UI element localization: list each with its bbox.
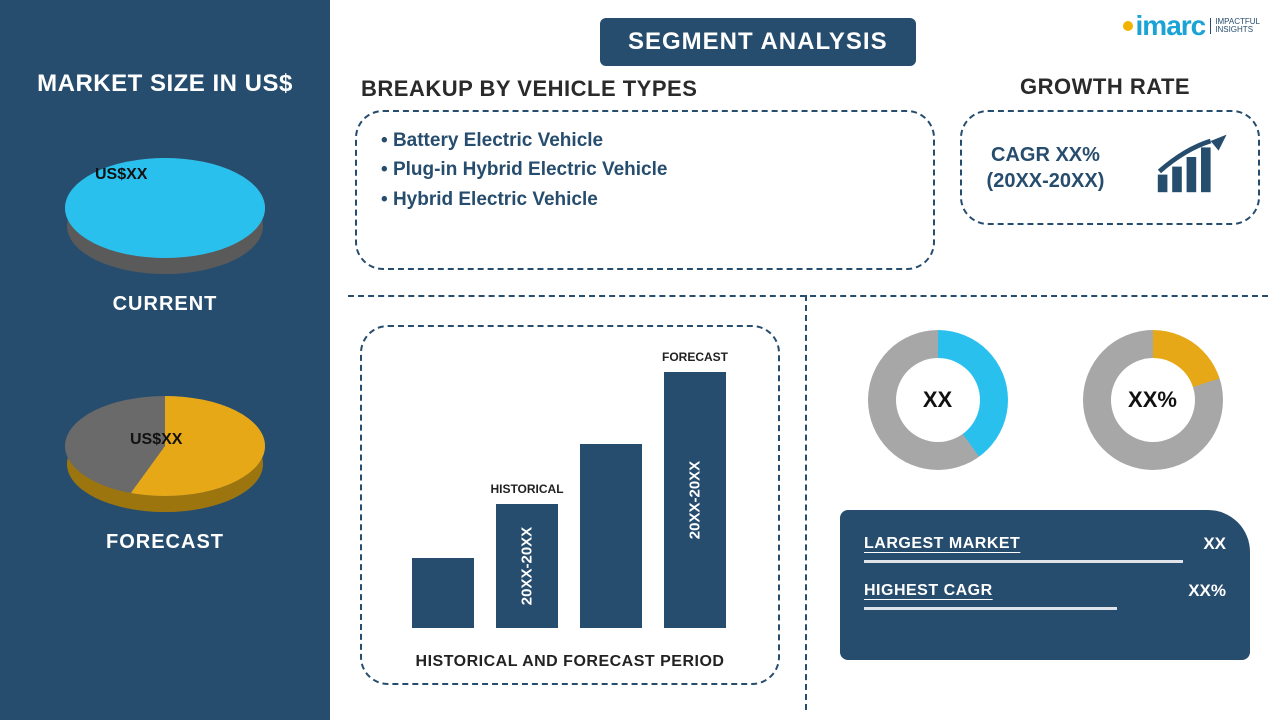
growth-text: CAGR XX% (20XX-20XX) <box>987 142 1105 194</box>
bars-area: HISTORICAL 20XX-20XX FORECAST 20XX-20XX <box>412 358 732 628</box>
donut-right-value: XX% <box>1111 358 1195 442</box>
breakup-list: Battery Electric Vehicle Plug-in Hybrid … <box>381 126 909 214</box>
divider-vertical <box>805 295 807 710</box>
donut-left: XX <box>868 330 1008 470</box>
growth-line1: CAGR XX% <box>991 144 1100 166</box>
donut-left-value: XX <box>896 358 980 442</box>
segment-analysis-title: SEGMENT ANALYSIS <box>600 18 916 66</box>
breakup-heading: BREAKUP BY VEHICLE TYPES <box>361 76 697 102</box>
bar-top-label: HISTORICAL <box>490 482 563 496</box>
growth-line2: (20XX-20XX) <box>987 170 1105 192</box>
metric-value: XX% <box>1188 581 1226 601</box>
forecast-pie-label: US$XX <box>130 431 182 449</box>
metric-value: XX <box>1203 534 1226 554</box>
logo-dot-icon <box>1123 21 1133 31</box>
forecast-pie: US$XX <box>40 366 290 516</box>
breakup-box: Battery Electric Vehicle Plug-in Hybrid … <box>355 110 935 270</box>
metric-row-cagr: HIGHEST CAGR XX% <box>864 581 1226 601</box>
forecast-caption: FORECAST <box>0 531 330 554</box>
logo-text: imarc <box>1136 10 1206 42</box>
logo-sub2: INSIGHTS <box>1215 25 1253 34</box>
current-caption: CURRENT <box>0 293 330 316</box>
metric-label: HIGHEST CAGR <box>864 582 993 600</box>
metric-bar <box>864 607 1117 610</box>
right-panel: SEGMENT ANALYSIS imarc IMPACTFUL INSIGHT… <box>330 0 1280 720</box>
divider-horizontal <box>348 295 1268 297</box>
bar-2: HISTORICAL 20XX-20XX <box>496 504 558 628</box>
market-size-title: MARKET SIZE IN US$ <box>0 70 330 98</box>
bar-inside-label: 20XX-20XX <box>519 527 536 605</box>
growth-rate-box: CAGR XX% (20XX-20XX) <box>960 110 1260 225</box>
historical-forecast-caption: HISTORICAL AND FORECAST PERIOD <box>362 653 778 671</box>
breakup-item: Hybrid Electric Vehicle <box>381 185 909 214</box>
growth-rate-heading: GROWTH RATE <box>1020 74 1190 100</box>
logo-sub: IMPACTFUL INSIGHTS <box>1210 18 1260 34</box>
current-pie-label: US$XX <box>95 166 147 184</box>
bar-1 <box>412 558 474 628</box>
historical-forecast-box: HISTORICAL 20XX-20XX FORECAST 20XX-20XX … <box>360 325 780 685</box>
bar-4: FORECAST 20XX-20XX <box>664 372 726 629</box>
growth-arrow-icon <box>1153 130 1233 205</box>
bar-inside-label: 20XX-20XX <box>687 461 704 539</box>
metric-row-largest: LARGEST MARKET XX <box>864 534 1226 554</box>
imarc-logo: imarc IMPACTFUL INSIGHTS <box>1123 10 1260 42</box>
bar-top-label: FORECAST <box>662 350 728 364</box>
current-pie: US$XX <box>40 128 290 278</box>
metric-bar <box>864 560 1183 563</box>
breakup-item: Battery Electric Vehicle <box>381 126 909 155</box>
metric-label: LARGEST MARKET <box>864 535 1020 553</box>
left-panel: MARKET SIZE IN US$ US$XX CURRENT US$XX F… <box>0 0 330 720</box>
metrics-card: LARGEST MARKET XX HIGHEST CAGR XX% <box>840 510 1250 660</box>
donuts-row: XX XX% <box>830 330 1260 470</box>
bar-3 <box>580 444 642 628</box>
donut-right: XX% <box>1083 330 1223 470</box>
breakup-item: Plug-in Hybrid Electric Vehicle <box>381 155 909 184</box>
